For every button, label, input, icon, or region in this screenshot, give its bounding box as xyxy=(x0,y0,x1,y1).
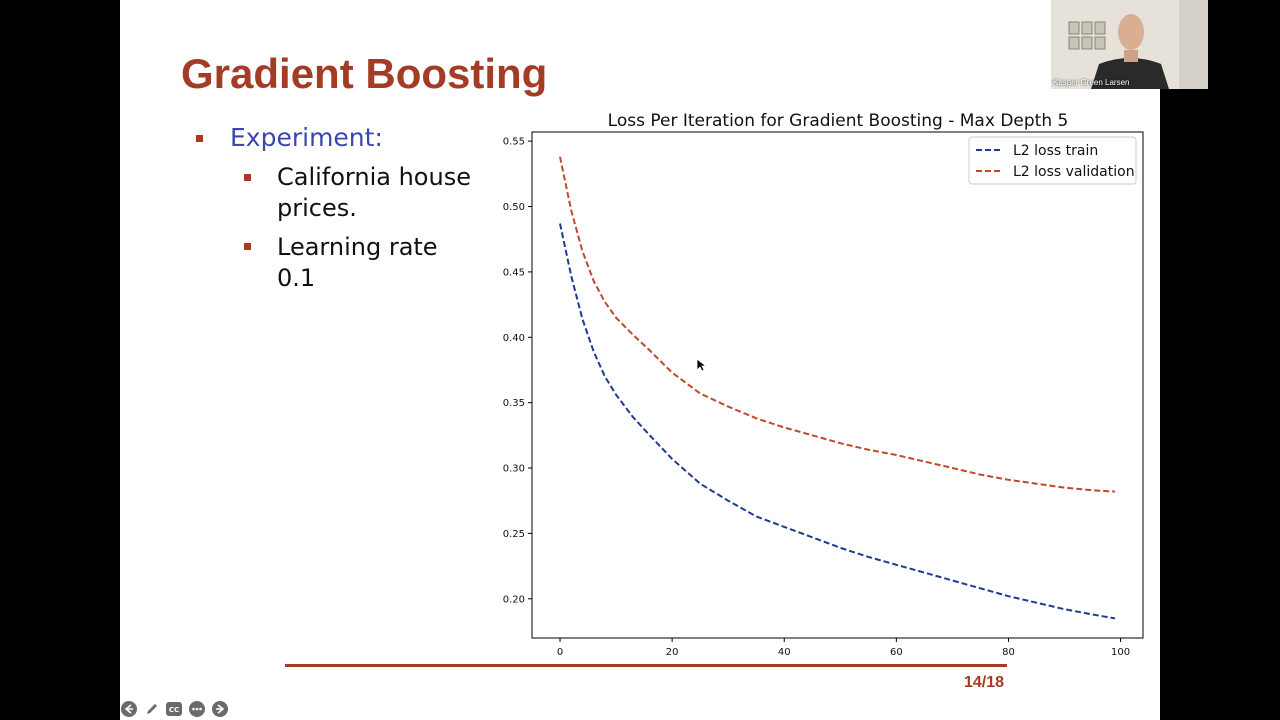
legend-label-validation: L2 loss validation xyxy=(1013,164,1135,180)
series-line-train xyxy=(559,223,1116,620)
cc-icon: CC xyxy=(169,706,179,714)
slide-title: Gradient Boosting xyxy=(181,50,548,97)
bullet-learning-rate: Learning rate 0.1 xyxy=(277,232,438,294)
arrow-left-icon xyxy=(124,704,133,714)
cc-label: CC xyxy=(169,706,179,714)
participant-name: Kasper Green Larsen xyxy=(1053,78,1130,87)
bullet-marker xyxy=(196,135,203,142)
y-tick-label: 0.40 xyxy=(503,333,525,344)
bullet-dataset-line1: California house xyxy=(277,163,471,191)
series-line-validation xyxy=(559,156,1116,493)
x-tick-label: 20 xyxy=(666,647,679,658)
more-options-button[interactable] xyxy=(189,701,205,717)
x-tick-label: 80 xyxy=(1002,647,1015,658)
y-tick-label: 0.50 xyxy=(503,202,525,213)
y-tick-label: 0.25 xyxy=(503,529,525,540)
y-tick-label: 0.35 xyxy=(503,398,525,409)
chart-title: Loss Per Iteration for Gradient Boosting… xyxy=(608,111,1069,131)
bullet-learning-rate-line1: Learning rate xyxy=(277,233,438,261)
bullet-marker xyxy=(244,174,251,181)
bullet-dataset: California house prices. xyxy=(277,162,471,224)
arrow-right-icon xyxy=(216,704,225,714)
x-tick-label: 60 xyxy=(890,647,903,658)
y-tick-label: 0.30 xyxy=(503,464,525,475)
y-tick-label: 0.45 xyxy=(503,267,525,278)
bullet-learning-rate-line2: 0.1 xyxy=(277,264,316,292)
x-tick-label: 100 xyxy=(1111,647,1130,658)
plot-frame xyxy=(531,131,1144,639)
y-tick-label: 0.20 xyxy=(503,594,525,605)
axis-ticks: 0 20 40 60 80 100 0.20 0.25 0.30 0.35 0.40 0.45 0.50… xyxy=(503,137,1130,658)
legend-box xyxy=(968,136,1137,185)
participant-video-icon xyxy=(1051,0,1208,89)
slide-page-number: 14/18 xyxy=(964,674,1005,691)
next-slide-button[interactable] xyxy=(212,701,228,717)
mouse-cursor-icon xyxy=(696,358,708,372)
y-tick-label: 0.55 xyxy=(503,137,525,148)
pen-tool-button[interactable] xyxy=(144,701,160,717)
presentation-slide: Gradient Boosting Experiment: California… xyxy=(120,0,1160,720)
bullet-dataset-line2: prices. xyxy=(277,194,357,222)
series-lines xyxy=(559,156,1116,620)
captions-button[interactable]: CC xyxy=(166,702,182,716)
chart-legend: L2 loss train L2 loss validation xyxy=(968,136,1137,185)
pencil-icon xyxy=(147,704,157,714)
x-tick-label: 0 xyxy=(557,647,563,658)
previous-slide-button[interactable] xyxy=(121,701,137,717)
legend-label-train: L2 loss train xyxy=(1013,143,1098,159)
footer-divider xyxy=(285,664,1007,667)
participant-video-tile: Kasper Green Larsen xyxy=(1051,0,1208,89)
bullet-experiment: Experiment: xyxy=(230,123,383,152)
loss-chart: Loss Per Iteration for Gradient Boosting… xyxy=(503,111,1144,658)
x-tick-label: 40 xyxy=(778,647,791,658)
bullet-marker xyxy=(244,243,251,250)
more-icon xyxy=(192,707,202,711)
